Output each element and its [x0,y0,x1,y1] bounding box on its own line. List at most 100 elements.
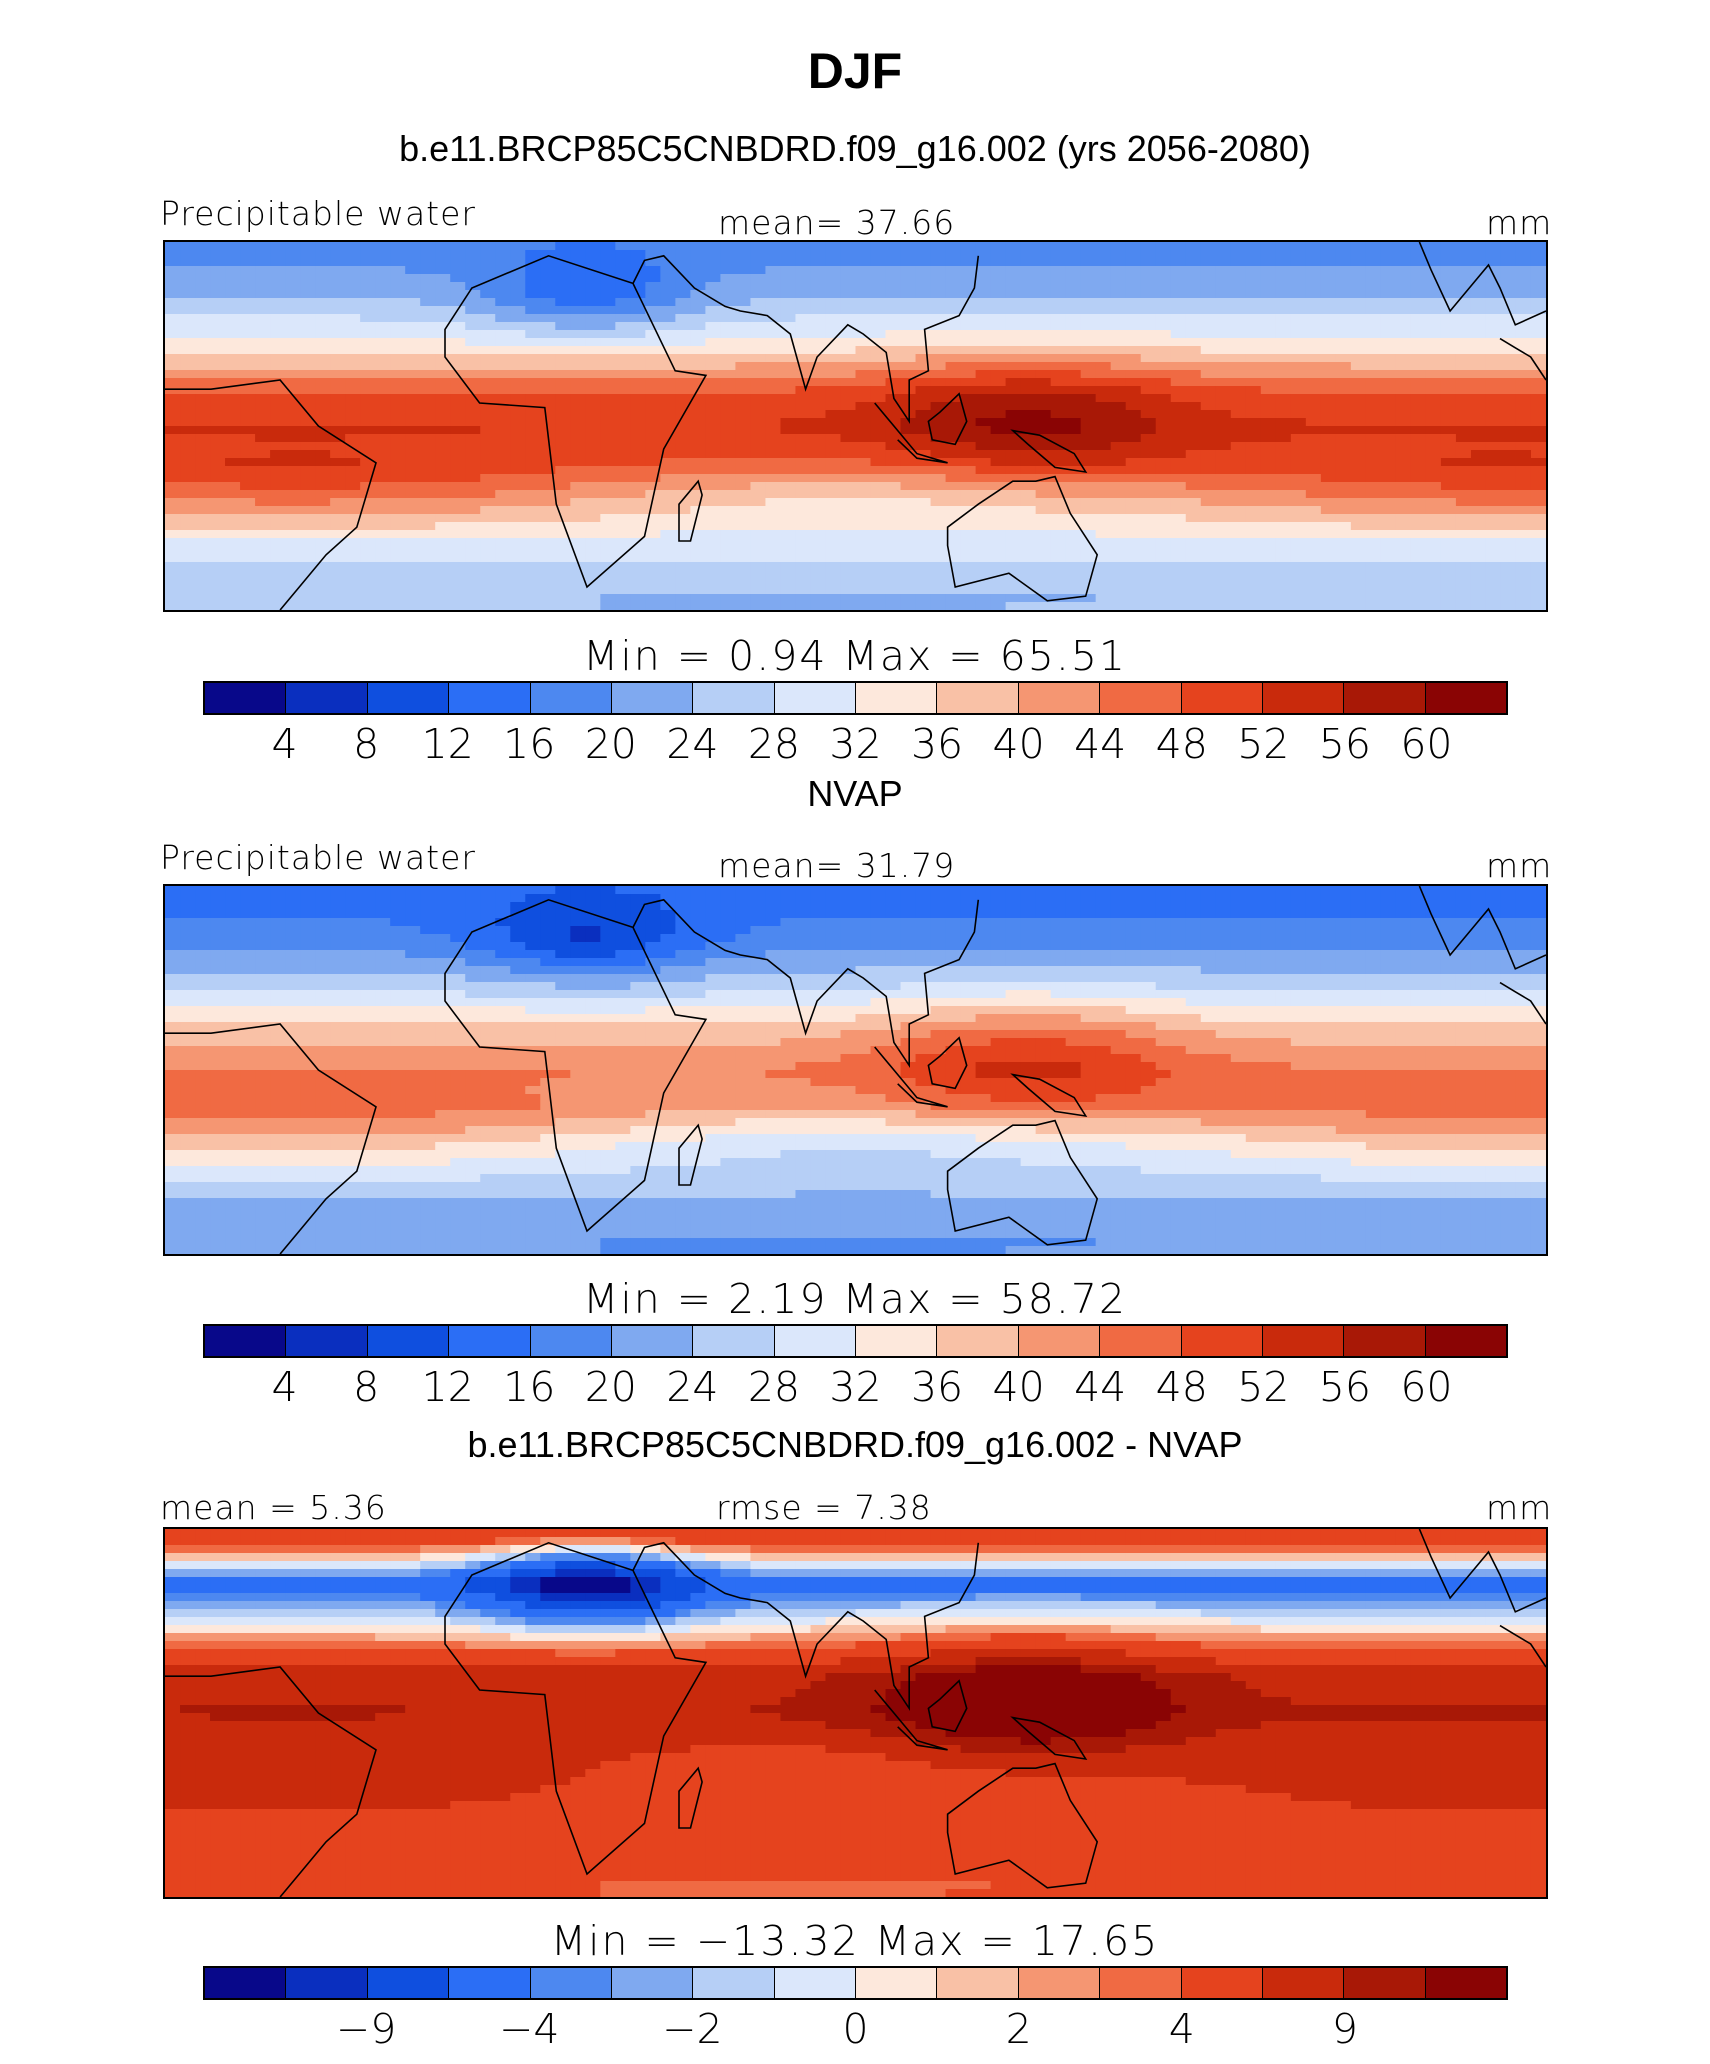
coastline [1499,337,1546,381]
colorbar-3-box-3 [367,1968,450,1998]
colorbar-2-tick-label: 56 [1318,1363,1371,1411]
colorbar-2-tick-label: 44 [1074,1363,1127,1411]
coastline [1010,1073,1088,1118]
panel-1-contour-plot [165,242,1546,610]
colorbar-1-box-14 [1262,683,1345,713]
panel-2-mean-label: mean= 31.79 [718,846,956,885]
colorbar-1-tick-label: 56 [1318,720,1371,768]
colorbar-3-tick-label: −9 [335,2005,397,2053]
colorbar-2-tick-label: 40 [992,1363,1045,1411]
colorbar-3-box-8 [774,1968,856,1998]
panel-3-rmse-label: rmse = 7.38 [716,1488,932,1527]
colorbar-2-tick-label: 24 [666,1363,719,1411]
colorbar-2-box-16 [1425,1326,1506,1356]
panel-1-mean-label: mean= 37.66 [718,203,956,242]
coastline [1499,981,1546,1025]
coastline [165,379,377,610]
colorbar-1-tick-label: 40 [992,720,1045,768]
colorbar-2-tick-label: 8 [353,1363,380,1411]
colorbar-2-box-12 [1100,1326,1182,1356]
panel-3-mean-label: mean = 5.36 [160,1488,387,1527]
colorbar-1-box-8 [774,683,856,713]
colorbar-3-box-14 [1262,1968,1345,1998]
coastline [1010,1716,1088,1761]
coastline [632,898,980,1069]
panel-1-variable-label: Precipitable water [160,194,476,233]
panel-1-colorbar [203,681,1508,715]
panel-1-minmax: Min = 0.94 Max = 65.51 [582,632,1128,680]
colorbar-2-box-6 [611,1326,694,1356]
panel-2-minmax: Min = 2.19 Max = 58.72 [582,1275,1128,1323]
coastline [946,1762,1099,1889]
coastline [444,254,708,589]
colorbar-2-tick-label: 32 [829,1363,882,1411]
colorbar-2-tick-label: 28 [747,1363,801,1411]
colorbar-2-box-10 [937,1326,1019,1356]
coastline [165,1023,377,1254]
colorbar-1-tick-label: 24 [666,720,719,768]
coastline [1010,429,1088,474]
colorbar-2-box-13 [1181,1326,1263,1356]
colorbar-1-tick-label: 16 [503,720,556,768]
coastline [678,1766,703,1829]
colorbar-1-box-3 [367,683,450,713]
panel-3-colorbar [203,1966,1508,2000]
panel-1-map [163,240,1548,612]
panel-2-title: NVAP [807,773,903,814]
coastline [678,479,703,542]
coastline [632,254,980,425]
coastline [874,402,948,464]
colorbar-3-tick-label: 0 [842,2005,869,2053]
colorbar-1-tick-label: 8 [353,720,380,768]
coastline [874,1689,948,1751]
colorbar-2-tick-label: 20 [584,1363,637,1411]
coastline [1418,886,1546,970]
colorbar-3-tick-label: 9 [1331,2005,1358,2053]
panel-2-map [163,884,1548,1256]
coastline [678,1123,703,1186]
colorbar-3-box-9 [856,1968,938,1998]
colorbar-3-tick-label: 2 [1005,2005,1032,2053]
colorbar-1-box-6 [611,683,694,713]
panel-2-colorbar [203,1324,1508,1358]
colorbar-1-tick-label: 44 [1074,720,1127,768]
panel-1-title: b.e11.BRCP85C5CNBDRD.f09_g16.002 (yrs 20… [399,128,1311,169]
coastline [632,1541,980,1712]
coastline [946,1119,1099,1246]
colorbar-1-box-1 [205,683,287,713]
coastline [1418,1529,1546,1613]
colorbar-3-tick-label: −2 [662,2005,723,2053]
colorbar-1-tick-label: 4 [271,720,298,768]
colorbar-3-box-6 [611,1968,694,1998]
colorbar-1-box-16 [1425,683,1506,713]
colorbar-2-tick-label: 60 [1400,1363,1453,1411]
coastline [165,1666,377,1897]
colorbar-2-tick-label: 12 [421,1363,474,1411]
colorbar-1-tick-label: 60 [1400,720,1453,768]
colorbar-3-box-10 [937,1968,1019,1998]
colorbar-2-box-3 [367,1326,450,1356]
colorbar-2-box-15 [1344,1326,1426,1356]
colorbar-2-box-11 [1018,1326,1101,1356]
panel-2-contour-plot [165,886,1546,1254]
coastline [1418,242,1546,326]
colorbar-3-box-7 [693,1968,775,1998]
colorbar-1-box-4 [449,683,531,713]
colorbar-1-tick-label: 48 [1155,720,1208,768]
colorbar-1-tick-label: 36 [910,720,964,768]
colorbar-2-box-2 [286,1326,368,1356]
colorbar-3-tick-label: 4 [1168,2005,1195,2053]
colorbar-1-tick-label: 20 [584,720,637,768]
panel-3-map [163,1527,1548,1899]
colorbar-1-box-7 [693,683,775,713]
coastline [1499,1624,1546,1668]
colorbar-2-box-5 [530,1326,612,1356]
panel-3-contour-plot [165,1529,1546,1897]
colorbar-1-box-11 [1018,683,1101,713]
coastline [927,1036,968,1090]
colorbar-2-box-8 [774,1326,856,1356]
colorbar-3-box-13 [1181,1968,1263,1998]
panel-2-units: mm [1486,846,1553,885]
panel-1-units: mm [1486,203,1553,242]
colorbar-1-box-12 [1100,683,1182,713]
